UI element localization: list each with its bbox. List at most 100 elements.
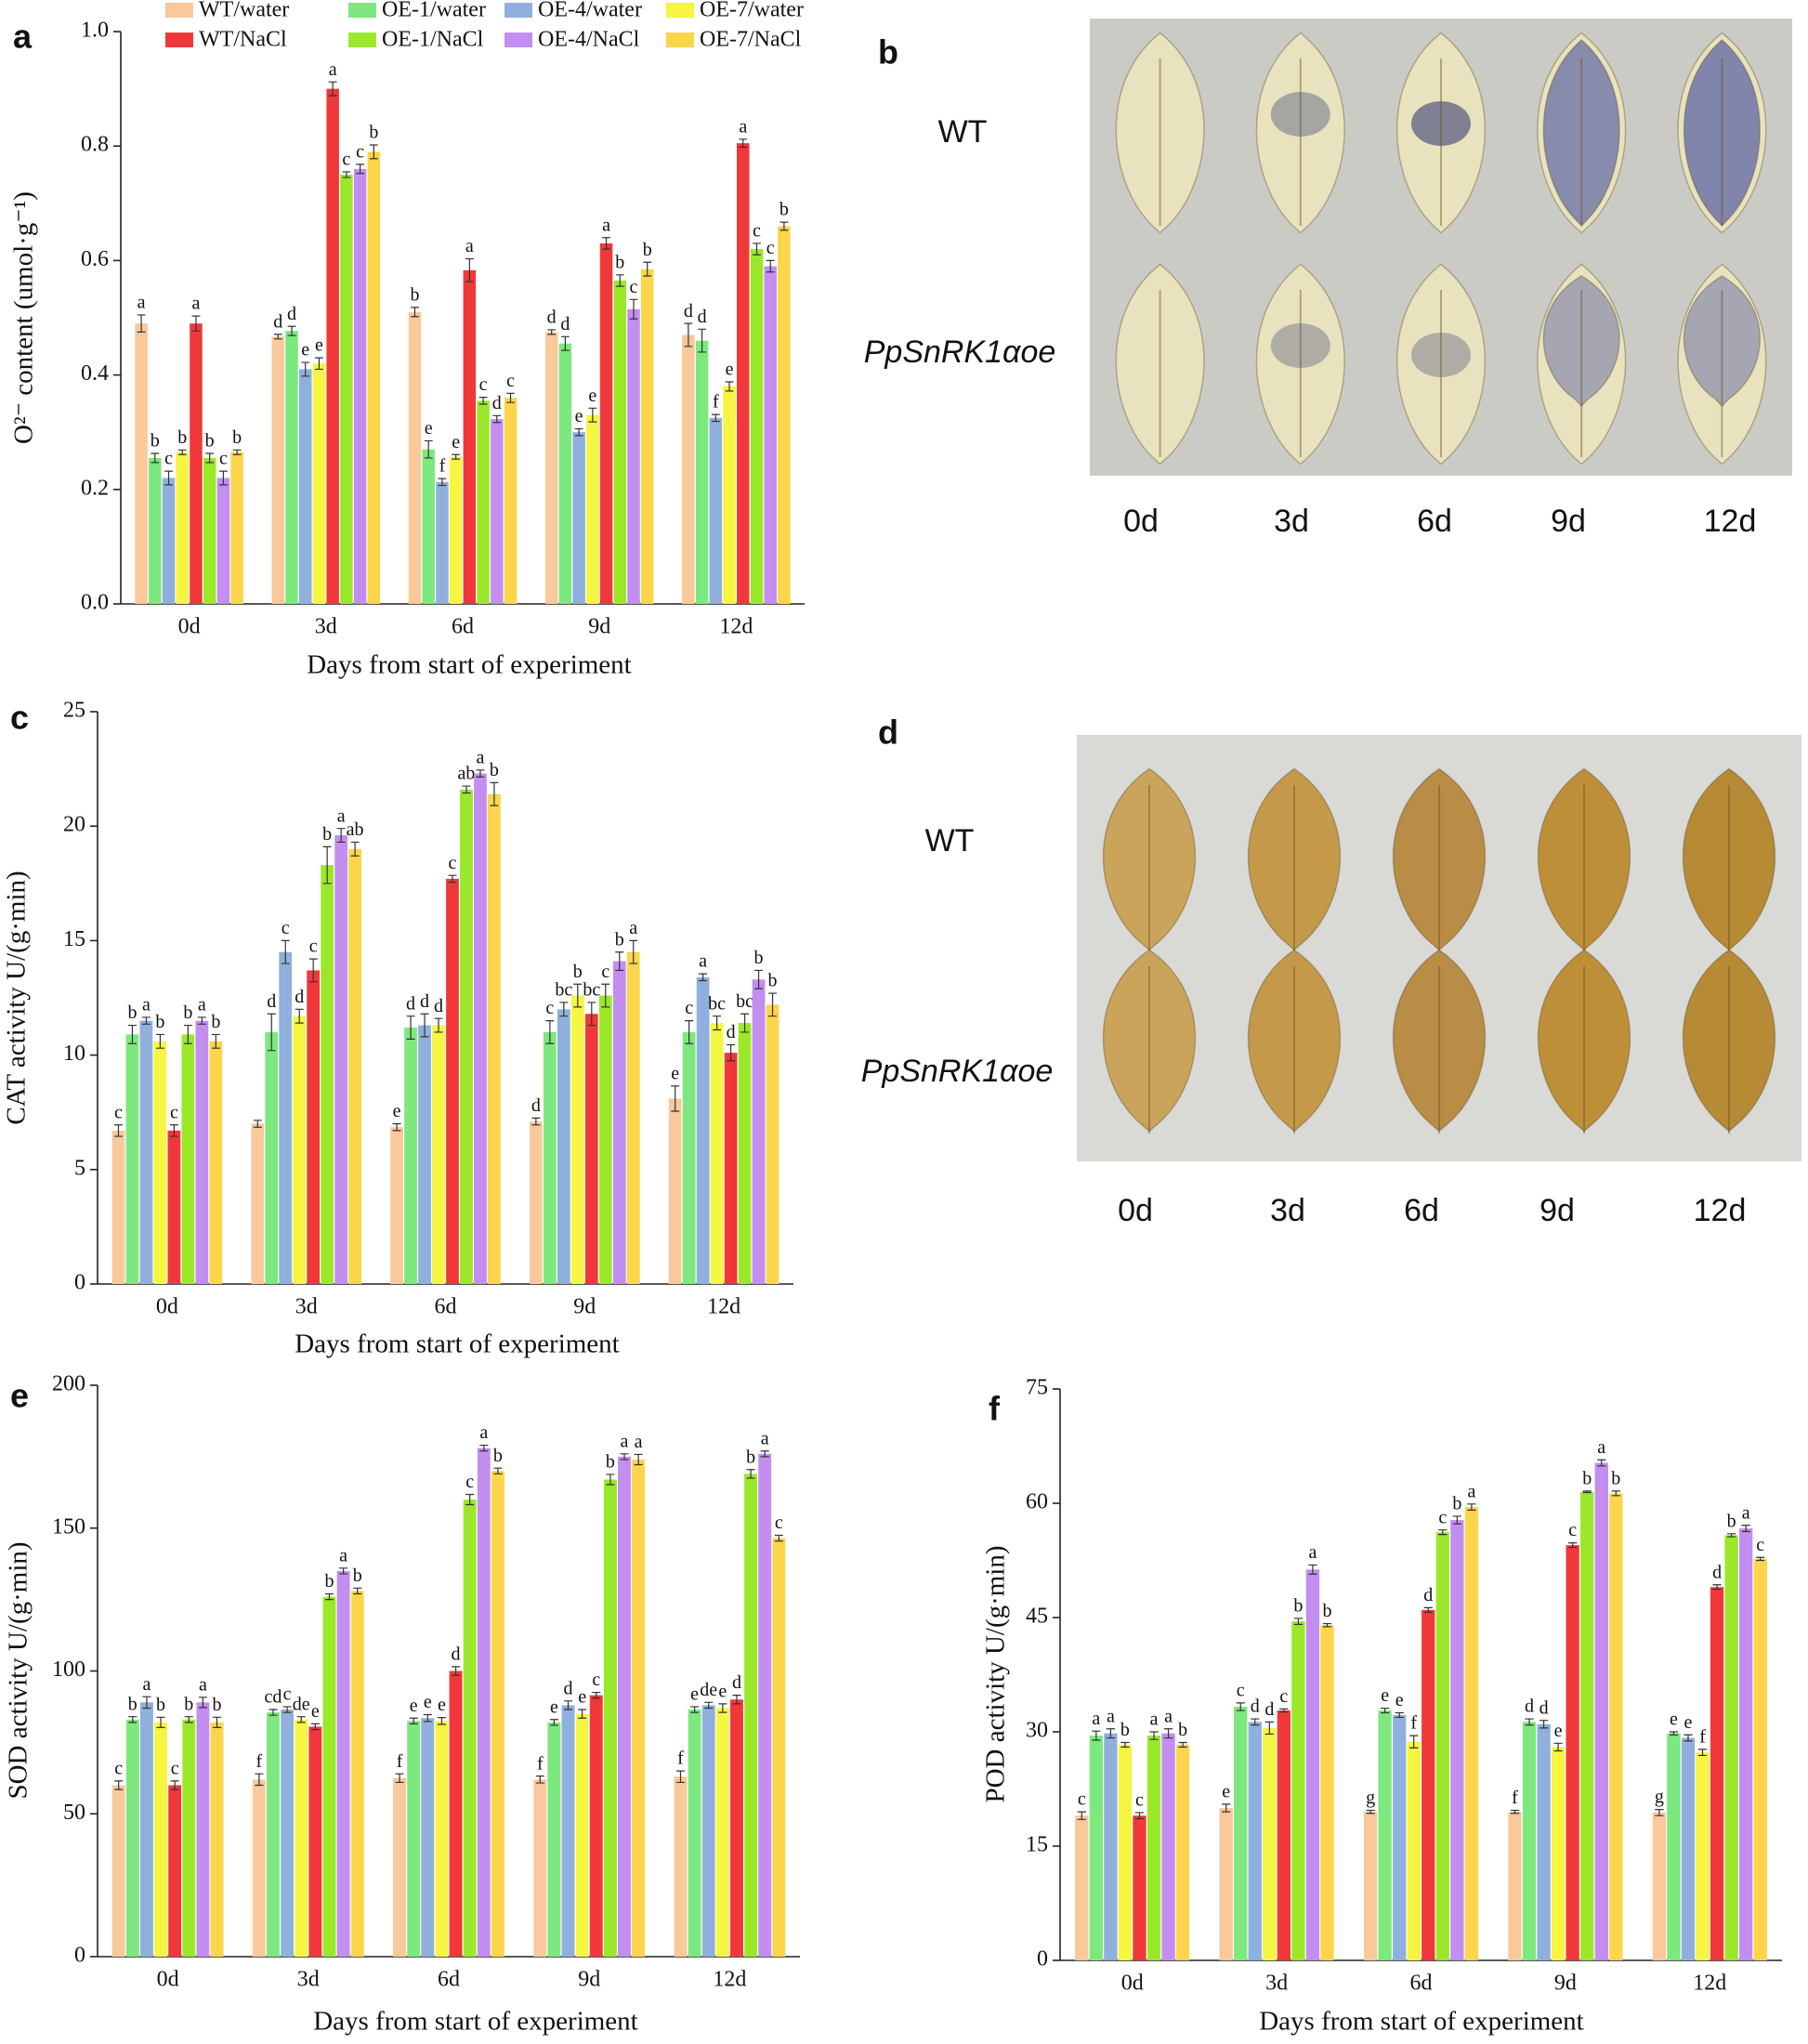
significance-letter: e: [671, 1063, 679, 1083]
bar: [1104, 1733, 1118, 1960]
bar: [1234, 1706, 1248, 1960]
error-bar: [578, 1709, 587, 1719]
error-bar: [506, 392, 515, 403]
bar: [251, 1123, 265, 1284]
error-bar: [438, 478, 447, 487]
significance-letter: d: [732, 1672, 741, 1693]
significance-letter: b: [615, 929, 624, 950]
significance-letter: e: [311, 1701, 320, 1722]
significance-letter: c: [164, 449, 173, 469]
error-bar: [452, 453, 461, 460]
error-bar: [1669, 1731, 1679, 1736]
bar: [1146, 1736, 1161, 1960]
bar: [216, 478, 230, 604]
bar: [504, 398, 518, 604]
significance-letter: c: [356, 142, 364, 163]
bar: [1118, 1744, 1133, 1960]
leaf: [1247, 949, 1342, 1133]
significance-letter: c: [283, 1684, 292, 1705]
significance-letter: a: [477, 747, 485, 767]
error-bar: [774, 1534, 783, 1542]
bar: [393, 1777, 407, 1957]
error-bar: [592, 1691, 601, 1699]
bar: [167, 1130, 181, 1284]
day-label: 3d: [1274, 504, 1309, 539]
legend-swatch: [348, 3, 376, 18]
error-bar: [1366, 1809, 1375, 1815]
error-bar: [183, 1024, 192, 1044]
x-tick-label: 3d: [297, 1968, 320, 1992]
legend-swatch: [504, 3, 532, 18]
bar: [1551, 1747, 1566, 1960]
bar: [149, 457, 162, 604]
significance-letter: c: [775, 1513, 783, 1533]
stain: [1411, 101, 1471, 146]
bar: [230, 452, 243, 604]
error-bar: [191, 315, 201, 332]
error-bar: [754, 969, 764, 989]
stain: [1270, 323, 1330, 368]
bar: [353, 168, 367, 604]
legend-label: OE-7/water: [700, 0, 804, 22]
significance-letter: a: [1164, 1706, 1173, 1726]
significance-letter: b: [410, 285, 419, 306]
bar: [463, 1500, 477, 1957]
significance-letter: e: [452, 432, 460, 452]
bar: [407, 1721, 421, 1957]
stain: [1683, 275, 1761, 408]
y-axis-label: POD activity U/(g·min): [981, 1545, 1011, 1802]
y-tick-label: 0.8: [81, 133, 109, 157]
y-tick-label: 150: [52, 1514, 85, 1539]
y-tick-label: 0: [74, 1271, 85, 1295]
error-bar: [1726, 1533, 1736, 1538]
bar: [709, 417, 723, 604]
significance-letter: c: [309, 937, 318, 957]
error-bar: [392, 1122, 401, 1132]
error-bar: [198, 1697, 207, 1709]
error-bar: [620, 1453, 629, 1461]
significance-letter: bc: [583, 980, 600, 1001]
legend-swatch: [666, 3, 694, 18]
x-tick-label: 12d: [713, 1968, 746, 1992]
error-bar: [1279, 1708, 1289, 1713]
error-bar: [1077, 1811, 1086, 1820]
significance-letter: b: [183, 1002, 192, 1023]
bar: [613, 280, 627, 604]
significance-letter: e: [718, 1681, 727, 1701]
error-bar: [1106, 1728, 1116, 1739]
significance-letter: a: [621, 1431, 629, 1451]
error-bar: [411, 307, 419, 318]
error-bar: [269, 1709, 278, 1716]
error-bar: [1756, 1556, 1765, 1562]
significance-letter: a: [699, 951, 707, 972]
x-tick-label: 9d: [573, 1295, 596, 1319]
error-bar: [588, 407, 597, 423]
leaf: [1115, 32, 1205, 234]
significance-letter: c: [545, 998, 554, 1018]
leaf: [1537, 949, 1631, 1133]
significance-letter: d: [295, 987, 304, 1007]
bar: [612, 961, 626, 1284]
error-bar: [699, 973, 708, 982]
error-bar: [322, 845, 332, 884]
bar: [491, 419, 504, 604]
significance-letter: d: [1712, 1562, 1722, 1582]
significance-letter: g: [1655, 1787, 1664, 1807]
error-bar: [424, 439, 433, 459]
error-bar: [671, 1085, 680, 1112]
bar: [322, 1596, 336, 1957]
day-label: 12d: [1704, 504, 1757, 539]
error-bar: [437, 1717, 446, 1725]
bar: [491, 1471, 504, 1957]
significance-letter: e: [424, 1692, 432, 1712]
error-bar: [141, 1016, 151, 1025]
error-bar: [675, 1770, 686, 1784]
error-bar: [164, 470, 173, 486]
day-label: 6d: [1404, 1193, 1439, 1228]
error-bar: [310, 1723, 320, 1731]
significance-letter: e: [690, 1684, 699, 1705]
bar: [350, 1591, 364, 1957]
significance-letter: b: [213, 1695, 222, 1715]
day-label: 9d: [1539, 1193, 1575, 1228]
